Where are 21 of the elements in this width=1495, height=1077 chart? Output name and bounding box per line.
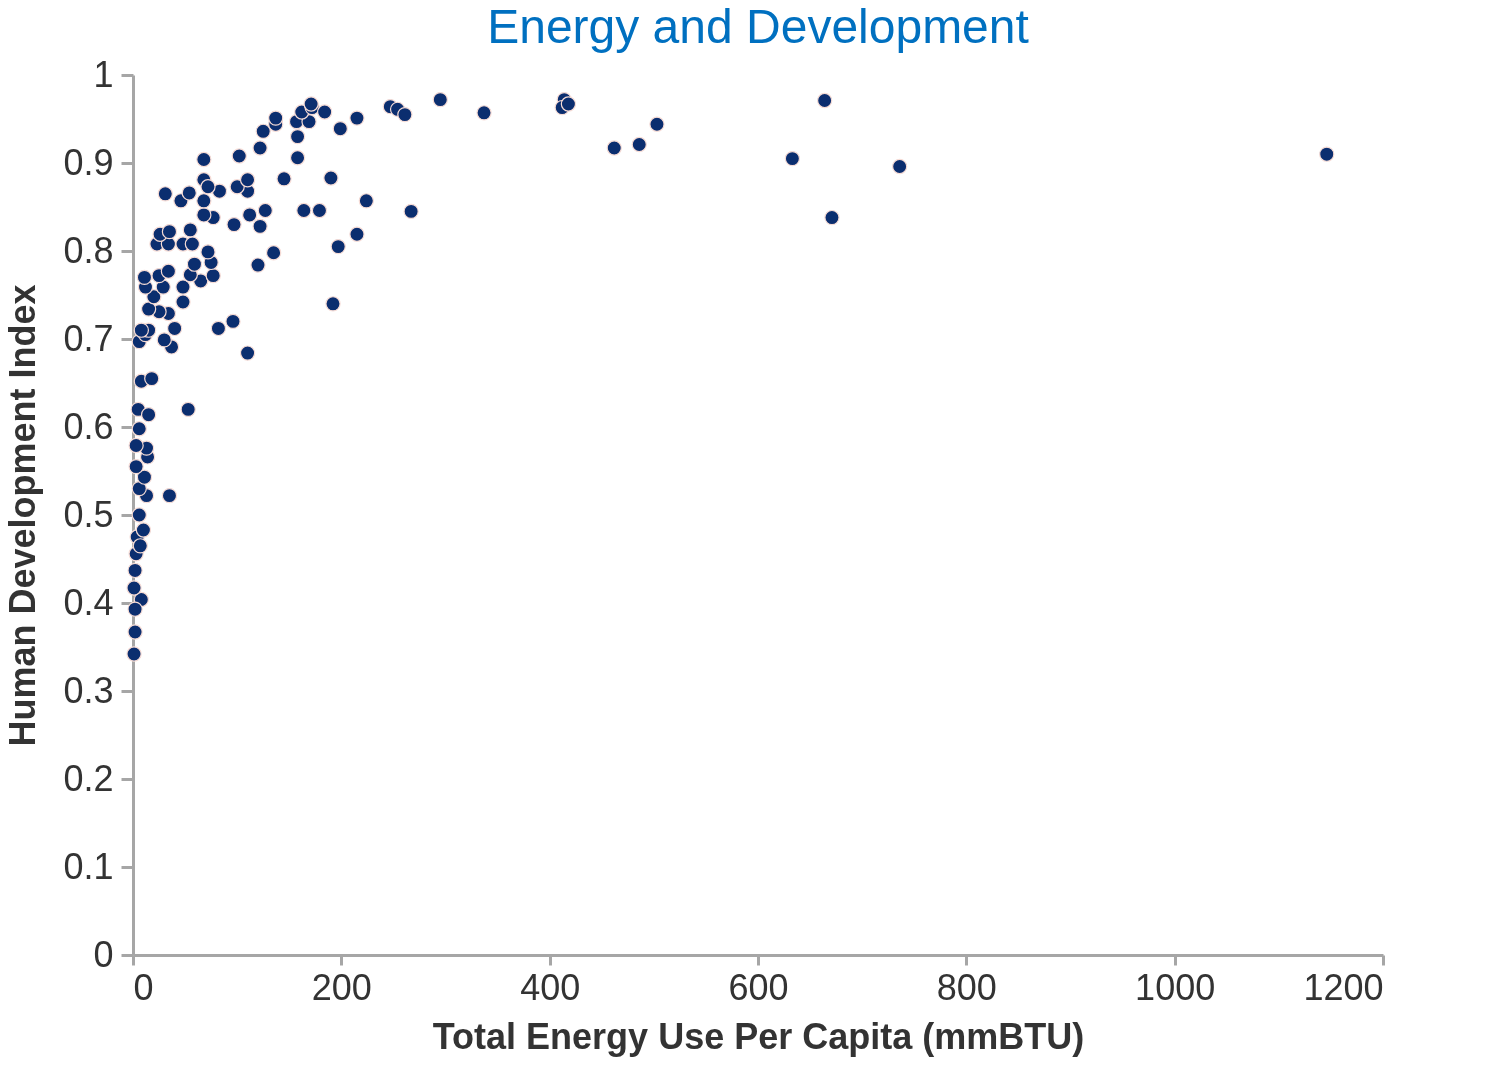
y-tick-label: 0.6 bbox=[63, 405, 114, 447]
x-tick-label: 0 bbox=[133, 966, 154, 1008]
x-tick-label: 800 bbox=[936, 966, 997, 1008]
y-tick-label: 1 bbox=[93, 53, 114, 95]
y-axis-title: Human Development Index bbox=[2, 284, 44, 747]
x-tick-label: 400 bbox=[520, 966, 581, 1008]
y-tick-label: 0.3 bbox=[63, 669, 114, 711]
y-tick-label: 0.5 bbox=[63, 493, 114, 535]
x-axis-title: Total Energy Use Per Capita (mmBTU) bbox=[432, 1015, 1085, 1057]
y-tick-label: 0.2 bbox=[63, 757, 114, 799]
y-tick-label: 0.8 bbox=[63, 229, 114, 271]
chart-title: Energy and Development bbox=[487, 0, 1029, 53]
y-tick-label: 0.4 bbox=[63, 581, 114, 623]
x-tick-label: 200 bbox=[311, 966, 372, 1008]
y-tick-label: 0 bbox=[93, 933, 114, 975]
x-tick-label: 1000 bbox=[1135, 966, 1216, 1008]
y-tick-label: 0.9 bbox=[63, 141, 114, 183]
x-tick-label: 600 bbox=[728, 966, 789, 1008]
y-tick-label: 0.1 bbox=[63, 845, 114, 887]
y-tick-label: 0.7 bbox=[63, 317, 114, 359]
x-tick-label: 1200 bbox=[1303, 966, 1384, 1008]
